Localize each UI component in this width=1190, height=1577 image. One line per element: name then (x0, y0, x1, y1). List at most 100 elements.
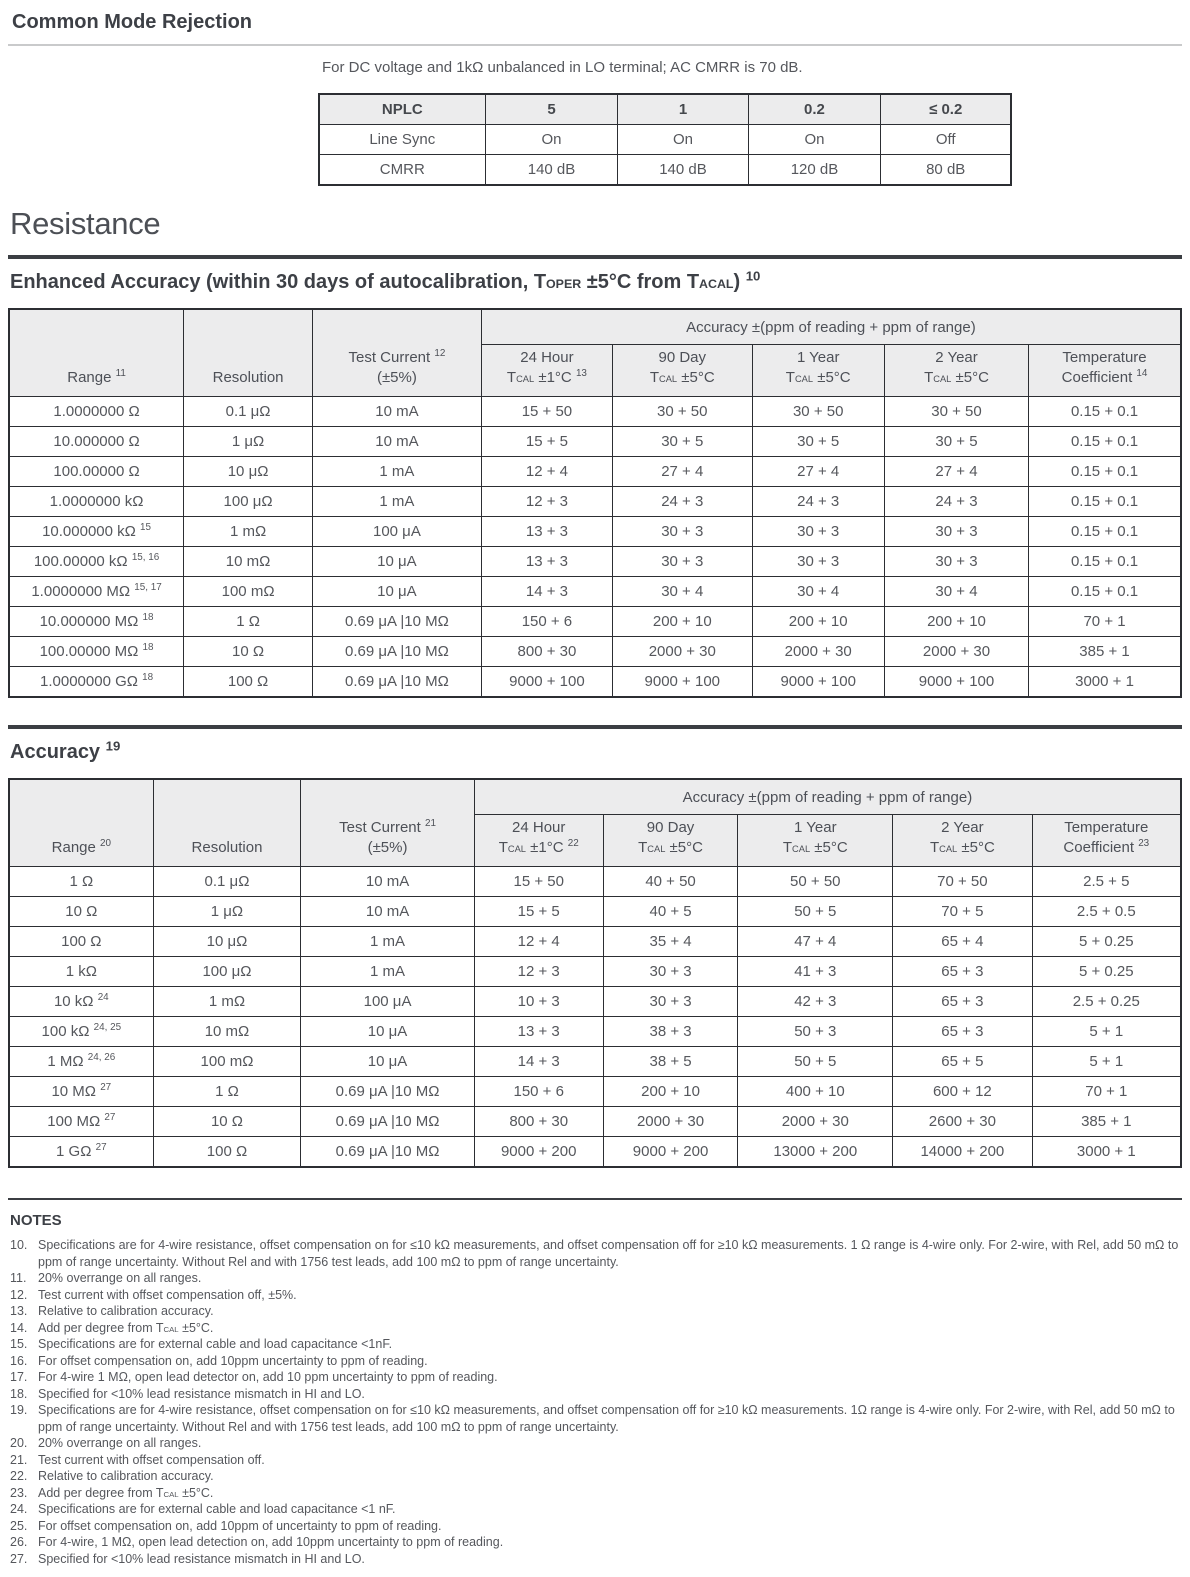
cell: 30 + 3 (883, 516, 1030, 547)
cell: 385 + 1 (1031, 1106, 1182, 1137)
note-item: 10. Specifications are for 4-wire resista… (8, 1237, 1182, 1270)
table-row: 1.0000000 Ω 0.1 μΩ 10 mA 15 + 50 30 + 50 30 +… (8, 396, 1182, 427)
cell: 70 + 1 (1028, 606, 1182, 637)
cell: 0.1 μΩ (183, 396, 314, 427)
note-number: 11. (10, 1271, 27, 1285)
cell: 24 + 3 (883, 486, 1030, 517)
cell: 80 dB (880, 154, 1012, 186)
note-item: 19. Specifications are for 4-wire resista… (8, 1402, 1182, 1435)
cell: 100 MΩ 27 (8, 1106, 154, 1137)
column-header: 0.2 (747, 93, 882, 125)
cell: 1 MΩ 24, 26 (8, 1046, 154, 1077)
cmr-block: For DC voltage and 1kΩ unbalanced in LO … (318, 59, 1012, 186)
cell: 10.000000 Ω (8, 426, 185, 457)
cell: 41 + 3 (737, 956, 894, 987)
cell: 30 + 3 (751, 546, 885, 577)
cell: 12 + 4 (480, 456, 614, 487)
cell: 65 + 5 (892, 1046, 1033, 1077)
cell: 42 + 3 (737, 986, 894, 1017)
cell: CMRR (318, 154, 486, 186)
cell: 2.5 + 0.5 (1031, 896, 1182, 927)
cell: 10 mA (300, 866, 475, 897)
cell: 15 + 5 (473, 896, 604, 927)
cell: 27 + 4 (751, 456, 885, 487)
cell: 100.00000 MΩ 18 (8, 636, 185, 667)
cell: 40 + 50 (602, 866, 739, 897)
note-text: For offset compensation on, add 10ppm un… (38, 1353, 428, 1368)
note-text: Specifications are for external cable an… (38, 1337, 393, 1351)
cell: 150 + 6 (480, 606, 614, 637)
note-number: 23. (10, 1485, 28, 1500)
column-header: 90 Day TCAL ±5°C (602, 814, 739, 867)
cell: 35 + 4 (602, 926, 739, 957)
cell: 2000 + 30 (751, 636, 885, 667)
cell: 10 mΩ (152, 1016, 302, 1047)
group-header: Accuracy ±(ppm of reading + ppm of range… (473, 778, 1182, 815)
column-header: Resolution (152, 778, 302, 867)
column-header: 1 Year TCAL ±5°C (737, 814, 894, 867)
cell: 5 + 1 (1031, 1046, 1182, 1077)
note-number: 24. (10, 1502, 28, 1516)
cell: 30 + 50 (612, 396, 753, 427)
cell: 0.15 + 0.1 (1028, 486, 1182, 517)
cell: 100 mΩ (152, 1046, 302, 1077)
column-header: 90 Day TCAL ±5°C (612, 344, 753, 397)
table-row: 100 kΩ 24, 25 10 mΩ 10 μA 13 + 3 38 + 3 50 + … (8, 1016, 1182, 1047)
cell: 150 + 6 (473, 1076, 604, 1107)
header-subrow: 24 Hour TCAL ±1°C 22 90 Day TCAL ±5°C 1 Year… (9, 814, 1182, 867)
table-row: 1 Ω 0.1 μΩ 10 mA 15 + 50 40 + 50 50 + 50 70 + … (8, 866, 1182, 897)
note-number: 27. (10, 1551, 28, 1566)
divider-notes (8, 1198, 1182, 1200)
cell: 100 μΩ (152, 956, 302, 987)
note-number: 14. (10, 1320, 28, 1335)
cell: 30 + 3 (602, 986, 739, 1017)
table-row: Line Sync On On On Off (318, 124, 1012, 155)
cell: 100 μΩ (183, 486, 314, 517)
section-heading-common-mode-rejection: Common Mode Rejection (12, 11, 253, 33)
cell: 50 + 5 (737, 1046, 894, 1077)
cell: 40 + 5 (602, 896, 739, 927)
enhanced-accuracy-table: Range 11 Resolution Test Current 12 (±5%) Ac… (8, 308, 1182, 698)
cell: 100 Ω (8, 926, 154, 957)
note-item: 20. 20% overrange on all ranges. (8, 1435, 1182, 1452)
cell: 65 + 3 (892, 1016, 1033, 1047)
cell: 30 + 4 (751, 576, 885, 607)
cell: 10.000000 MΩ 18 (8, 606, 185, 637)
column-header: 1 Year TCAL ±5°C (751, 344, 885, 397)
note-number: 19. (10, 1403, 28, 1417)
group-header: Accuracy ±(ppm of reading + ppm of range… (480, 308, 1182, 345)
cell: 30 + 5 (751, 426, 885, 457)
cell: 0.15 + 0.1 (1028, 456, 1182, 487)
cell: 10 μA (312, 546, 482, 577)
note-item: 11. 20% overrange on all ranges. (8, 1270, 1182, 1287)
cell: 12 + 3 (480, 486, 614, 517)
cell: 30 + 50 (751, 396, 885, 427)
table-row: 10 MΩ 27 1 Ω 0.69 μA |10 MΩ 150 + 6 200 + 10… (8, 1076, 1182, 1107)
cell: 200 + 10 (612, 606, 753, 637)
cmr-table: NPLC 5 1 0.2 ≤ 0.2 Line Sync On On On Off CMRR 140 … (318, 93, 1012, 186)
cell: 5 + 1 (1031, 1016, 1182, 1047)
subsection-heading-enhanced-accuracy: Enhanced Accuracy (within 30 days of aut… (10, 268, 761, 293)
cell: 1 μΩ (183, 426, 314, 457)
note-text: Test current with offset compensation of… (38, 1287, 297, 1302)
cell: 140 dB (484, 154, 619, 186)
note-number: 15. (10, 1337, 28, 1351)
note-text: For 4-wire 1 MΩ, open lead detector on, … (38, 1370, 498, 1384)
table-row: 100.00000 MΩ 18 10 Ω 0.69 μA |10 MΩ 800 + 3… (8, 636, 1182, 667)
column-header: 24 Hour TCAL ±1°C 13 (480, 344, 614, 397)
note-text: Relative to calibration accuracy. (38, 1304, 214, 1318)
cell: 800 + 30 (473, 1106, 604, 1137)
note-item: 15. Specifications are for external cable… (8, 1336, 1182, 1353)
cell: 2000 + 30 (612, 636, 753, 667)
cell: 65 + 3 (892, 986, 1033, 1017)
subsection-heading-accuracy: Accuracy 19 (10, 738, 121, 763)
cell: Line Sync (318, 124, 486, 155)
cell: 1 mA (312, 486, 482, 517)
cell: 15 + 5 (480, 426, 614, 457)
cell: 0.15 + 0.1 (1028, 516, 1182, 547)
note-number: 13. (10, 1304, 28, 1318)
cell: 1 Ω (183, 606, 314, 637)
